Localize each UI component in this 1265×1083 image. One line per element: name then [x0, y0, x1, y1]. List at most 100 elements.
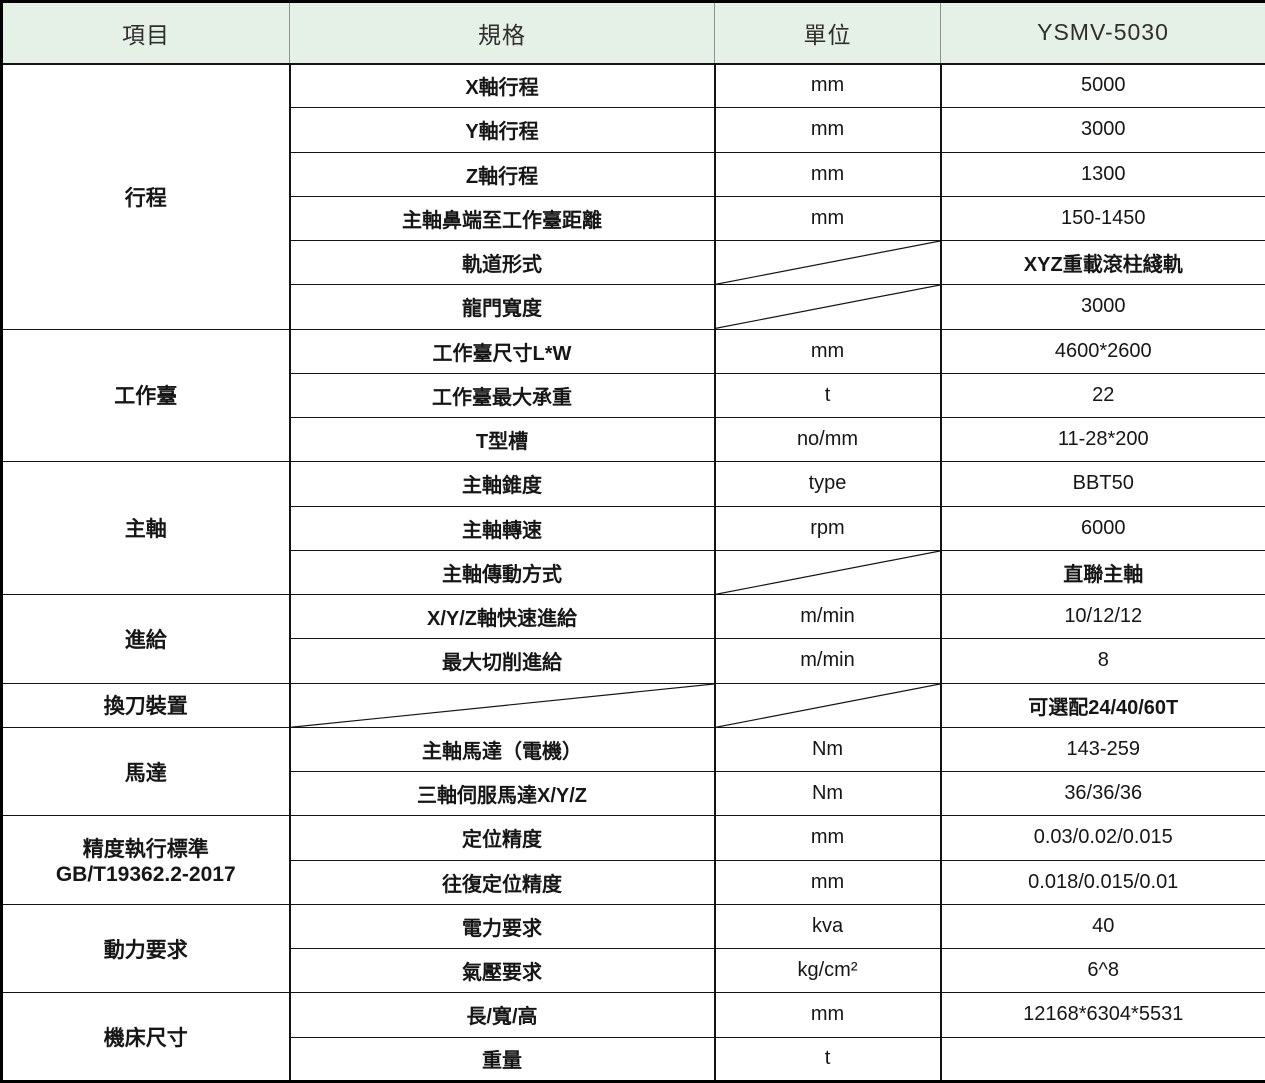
diagonal-line — [716, 241, 940, 284]
table-row: 主軸傳動方式 直聯主軸 — [2, 549, 1265, 596]
table-row: 工作臺 工作臺尺寸L*W mm 4600*2600 — [0, 328, 1265, 463]
unit-cell: rpm — [713, 505, 942, 551]
table-row: 重量 t — [2, 1036, 1265, 1082]
spec-cell: 氣壓要求 — [288, 947, 716, 994]
value-cell: 0.018/0.015/0.01 — [939, 859, 1265, 905]
spec-cell: 最大切削進給 — [288, 638, 716, 684]
table-row: 三軸伺服馬達X/Y/Z Nm 36/36/36 — [2, 770, 1265, 817]
unit-cell: mm — [713, 992, 942, 1038]
group-label-line: 換刀裝置 — [103, 695, 188, 719]
group-label-line: 動力要求 — [103, 938, 188, 962]
value-cell: XYZ重載滾柱綫軌 — [939, 239, 1265, 286]
group-cell: 動力要求 — [0, 903, 291, 994]
unit-cell: t — [713, 1036, 942, 1082]
table-row: 軌道形式 XYZ重載滾柱綫軌 — [2, 239, 1265, 286]
spec-diagonal-cell — [288, 682, 716, 728]
spec-cell: X/Y/Z軸快速進給 — [288, 593, 716, 640]
unit-cell: mm — [713, 859, 942, 905]
value-cell: 143-259 — [939, 726, 1265, 773]
spec-cell: 龍門寬度 — [288, 284, 716, 330]
value-cell: 0.03/0.02/0.015 — [939, 815, 1265, 861]
spec-cell: T型槽 — [288, 416, 716, 463]
unit-cell: mm — [713, 195, 942, 242]
spec-cell: 工作臺尺寸L*W — [288, 328, 716, 374]
value-cell: 22 — [939, 372, 1265, 419]
value-cell: 4600*2600 — [939, 328, 1265, 374]
diagonal-line — [716, 684, 940, 727]
group-cell: 主軸 — [0, 461, 291, 595]
value-cell: 8 — [939, 638, 1265, 684]
unit-cell: m/min — [713, 638, 942, 684]
value-cell: 1300 — [939, 151, 1265, 197]
value-cell: 12168*6304*5531 — [939, 992, 1265, 1038]
group-cell: 精度執行標準 GB/T19362.2-2017 — [0, 815, 291, 905]
spec-cell: 往復定位精度 — [288, 859, 716, 905]
table-row: 工作臺最大承重 t 22 — [2, 372, 1265, 419]
unit-cell: mm — [713, 107, 942, 153]
table-row: Y軸行程 mm 3000 — [2, 107, 1265, 153]
group-cell: 馬達 — [0, 726, 291, 817]
group-label-line: 馬達 — [124, 761, 167, 785]
unit-cell: mm — [713, 328, 942, 374]
header-row: 項目 規格 單位 YSMV-5030 — [1, 1, 1265, 65]
diagonal-line — [716, 285, 940, 328]
value-cell — [939, 1036, 1265, 1082]
unit-cell: kva — [713, 903, 942, 950]
unit-diagonal-cell — [713, 239, 942, 286]
group-cell: 機床尺寸 — [0, 992, 291, 1082]
spec-cell: 主軸轉速 — [288, 505, 716, 551]
spec-cell: 長/寬/高 — [288, 992, 716, 1038]
group-label-line: 精度執行標準 — [82, 838, 209, 861]
group-label-line: 進給 — [124, 628, 167, 652]
table-row: 最大切削進給 m/min 8 — [2, 638, 1265, 684]
table-row: Z軸行程 mm 1300 — [2, 151, 1265, 197]
value-cell: 40 — [939, 903, 1265, 950]
value-cell: 11-28*200 — [939, 416, 1265, 463]
diagonal-line — [291, 684, 714, 727]
spec-cell: Y軸行程 — [288, 107, 716, 153]
unit-cell: no/mm — [713, 416, 942, 463]
table-row: 進給 X/Y/Z軸快速進給 m/min 10/12/12 — [0, 593, 1265, 684]
unit-cell: m/min — [713, 593, 942, 640]
unit-diagonal-cell — [713, 549, 942, 596]
spec-cell: 軌道形式 — [288, 239, 716, 286]
diagonal-line — [716, 551, 940, 594]
table-row: 往復定位精度 mm 0.018/0.015/0.01 — [2, 859, 1265, 905]
unit-cell: mm — [713, 815, 942, 861]
group-cell: 行程 — [0, 63, 291, 330]
spec-cell: 工作臺最大承重 — [288, 372, 716, 419]
spec-cell: 主軸傳動方式 — [288, 549, 716, 596]
spec-cell: 電力要求 — [288, 903, 716, 950]
unit-cell: mm — [713, 62, 942, 109]
unit-diagonal-cell — [713, 682, 942, 728]
group-label-line: 主軸 — [124, 518, 167, 542]
table-row: 氣壓要求 kg/cm² 6^8 — [2, 947, 1265, 994]
unit-cell: Nm — [713, 770, 942, 817]
unit-cell: type — [713, 461, 942, 507]
spec-cell: 主軸鼻端至工作臺距離 — [288, 195, 716, 242]
spec-cell: X軸行程 — [288, 62, 716, 109]
value-cell: 36/36/36 — [939, 770, 1265, 817]
spec-table-header: 項目 規格 單位 YSMV-5030 — [1, 1, 1265, 65]
column-header-item: 項目 — [1, 1, 290, 65]
table-row: 主軸 主軸錐度 type BBT50 — [0, 461, 1265, 595]
value-cell: 3000 — [939, 107, 1265, 153]
unit-cell: t — [713, 372, 942, 419]
value-cell: 150-1450 — [939, 195, 1265, 242]
value-cell: 6^8 — [939, 947, 1265, 994]
value-cell: BBT50 — [939, 461, 1265, 507]
spec-cell: 主軸馬達（電機） — [288, 726, 716, 773]
table-row: 馬達 主軸馬達（電機） Nm 143-259 — [0, 726, 1265, 817]
value-cell: 5000 — [939, 62, 1265, 109]
value-cell: 直聯主軸 — [939, 549, 1265, 596]
spec-cell: 定位精度 — [288, 815, 716, 861]
unit-diagonal-cell — [713, 284, 942, 330]
group-cell: 工作臺 — [0, 328, 291, 463]
value-cell: 可選配24/40/60T — [939, 682, 1265, 728]
table-row: 主軸鼻端至工作臺距離 mm 150-1450 — [2, 195, 1265, 242]
group-label-line: 機床尺寸 — [103, 1026, 188, 1050]
table-row: 行程 X軸行程 mm 5000 — [0, 62, 1265, 330]
table-row: 精度執行標準 GB/T19362.2-2017 定位精度 mm 0.03/0.02/0.… — [0, 815, 1265, 905]
